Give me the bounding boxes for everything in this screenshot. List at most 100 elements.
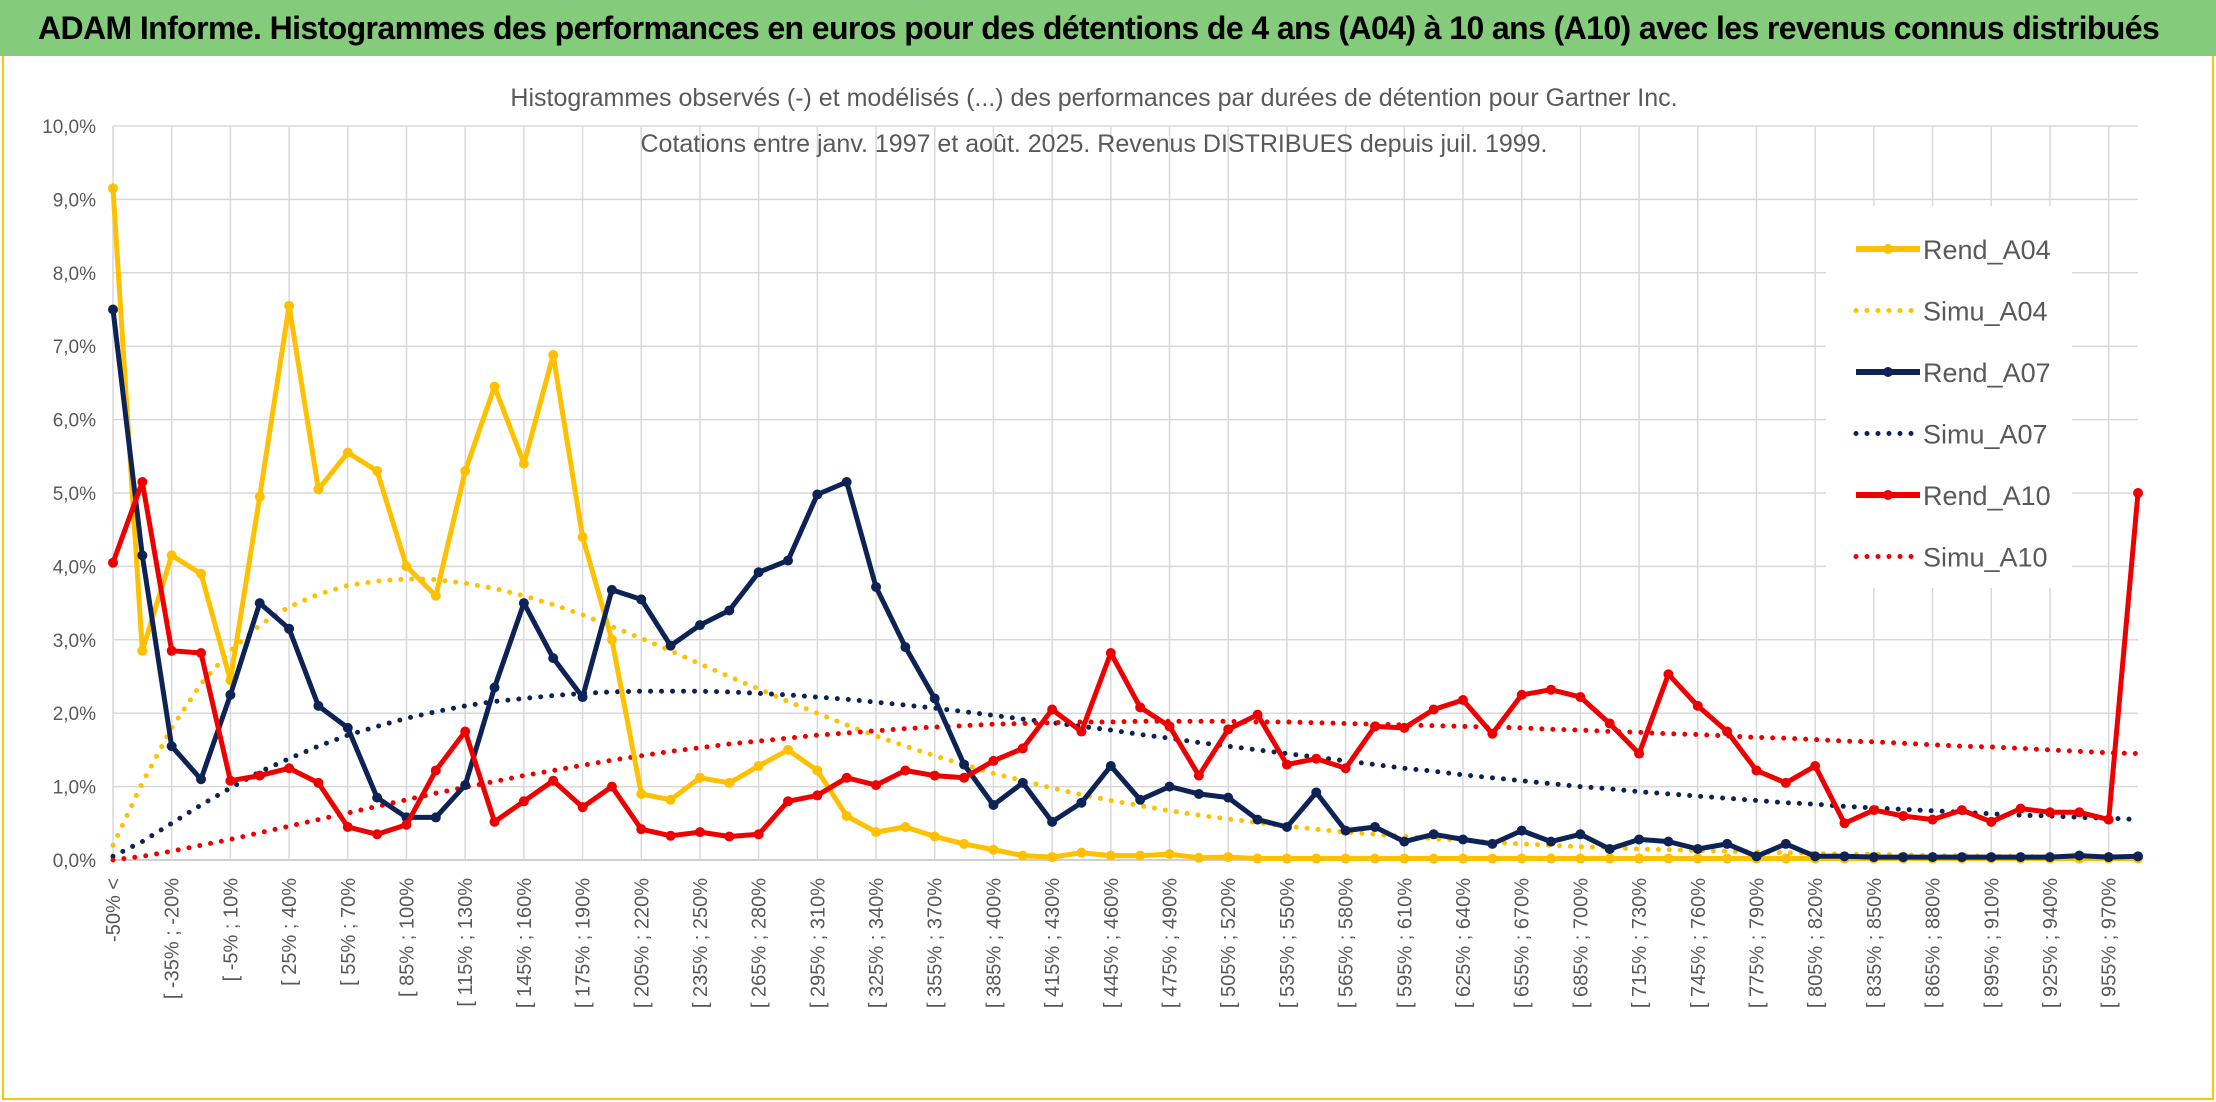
- data-point: [2074, 850, 2085, 861]
- data-point: [1428, 829, 1439, 840]
- series-line: [110, 718, 2141, 863]
- data-point: [1780, 838, 1791, 849]
- x-tick-label: [ 265% ; 280%: [749, 878, 771, 1008]
- data-point: [753, 567, 764, 578]
- data-point: [108, 557, 118, 568]
- data-point: [1047, 816, 1058, 827]
- data-point: [988, 799, 999, 810]
- data-point: [929, 693, 940, 704]
- data-point: [636, 788, 647, 799]
- data-point: [1164, 721, 1175, 732]
- data-point: [665, 794, 676, 805]
- data-point: [137, 476, 148, 487]
- data-point: [724, 777, 735, 788]
- data-point: [137, 645, 148, 656]
- data-point: [636, 594, 647, 605]
- data-point: [313, 484, 324, 495]
- data-point: [783, 796, 793, 807]
- series-Simu_A04: [110, 576, 2141, 861]
- data-point: [1546, 836, 1557, 847]
- y-tick-label: 4,0%: [53, 557, 96, 578]
- data-point: [1017, 850, 1028, 861]
- data-point: [929, 770, 940, 781]
- data-point: [1399, 836, 1410, 847]
- data-point: [1105, 648, 1116, 659]
- legend-label: Rend_A10: [1923, 481, 2051, 511]
- data-point: [1898, 810, 1909, 821]
- data-point: [2103, 814, 2114, 825]
- data-point: [1692, 853, 1703, 864]
- data-point: [812, 489, 823, 500]
- data-point: [1076, 847, 1087, 858]
- data-point: [606, 634, 617, 645]
- legend-marker: [1883, 367, 1893, 377]
- data-point: [254, 491, 265, 502]
- y-tick-label: 3,0%: [53, 631, 96, 652]
- x-tick-label: [ -5% ; 10%: [220, 878, 242, 982]
- data-point: [1780, 853, 1791, 864]
- x-tick-label: [ 835% ; 850%: [1864, 878, 1886, 1008]
- x-tick-label: [ 565% ; 580%: [1336, 878, 1358, 1008]
- legend-background: [1826, 206, 2072, 588]
- series-Rend_A10: [108, 476, 2143, 842]
- legend-label: Simu_A07: [1923, 420, 2048, 450]
- data-point: [988, 844, 999, 855]
- data-point: [1458, 834, 1468, 845]
- data-point: [342, 447, 353, 458]
- data-point: [1135, 850, 1146, 861]
- legend-label: Simu_A04: [1923, 297, 2048, 327]
- data-point: [2133, 851, 2143, 862]
- series-line: [110, 188, 2138, 861]
- data-point: [1223, 852, 1234, 863]
- series-Simu_A10: [110, 718, 2141, 863]
- data-point: [284, 763, 295, 774]
- data-point: [372, 829, 383, 840]
- data-point: [783, 555, 793, 566]
- x-tick-label: [ 595% ; 610%: [1394, 878, 1416, 1008]
- x-tick-label: [ 205% ; 220%: [631, 878, 653, 1008]
- data-point: [137, 550, 148, 561]
- x-tick-label: [ 955% ; 970%: [2099, 878, 2121, 1008]
- legend-label: Rend_A04: [1923, 235, 2051, 265]
- data-point: [1780, 777, 1791, 788]
- data-point: [1164, 849, 1175, 860]
- data-point: [871, 581, 882, 592]
- data-point: [606, 781, 617, 792]
- data-point: [1223, 792, 1234, 803]
- x-tick-label: [ 655% ; 670%: [1512, 878, 1534, 1008]
- data-point: [665, 640, 676, 651]
- data-point: [753, 761, 764, 772]
- data-point: [489, 682, 500, 693]
- data-point: [548, 775, 559, 786]
- data-point: [1223, 724, 1234, 735]
- y-tick-label: 1,0%: [53, 778, 96, 799]
- data-point: [1722, 853, 1733, 864]
- histogram-chart: Histogrammes observés (-) et modélisés (…: [42, 84, 2143, 1008]
- series-Simu_A07: [110, 688, 2141, 859]
- data-point: [1487, 838, 1498, 849]
- x-tick-label: [ 295% ; 310%: [807, 878, 829, 1008]
- data-point: [694, 772, 705, 783]
- data-point: [1634, 853, 1645, 864]
- data-point: [1193, 770, 1204, 781]
- data-point: [1692, 843, 1703, 854]
- data-point: [1751, 765, 1762, 776]
- data-point: [2103, 852, 2114, 863]
- data-point: [1047, 852, 1058, 863]
- data-point: [1956, 852, 1967, 863]
- y-tick-label: 7,0%: [53, 337, 96, 358]
- legend-label: Rend_A07: [1923, 358, 2051, 388]
- data-point: [1458, 694, 1468, 705]
- data-point: [1369, 721, 1380, 732]
- legend-item-Simu_A04: Simu_A04: [1853, 297, 2048, 327]
- data-point: [313, 777, 324, 788]
- data-point: [1516, 853, 1527, 864]
- data-point: [1164, 781, 1175, 792]
- data-point: [1516, 689, 1527, 700]
- data-point: [1516, 825, 1527, 836]
- data-point: [2074, 807, 2085, 818]
- chart-grid: [112, 125, 2138, 861]
- x-tick-label: [ 445% ; 460%: [1101, 878, 1123, 1008]
- data-point: [1193, 788, 1204, 799]
- data-point: [1927, 814, 1938, 825]
